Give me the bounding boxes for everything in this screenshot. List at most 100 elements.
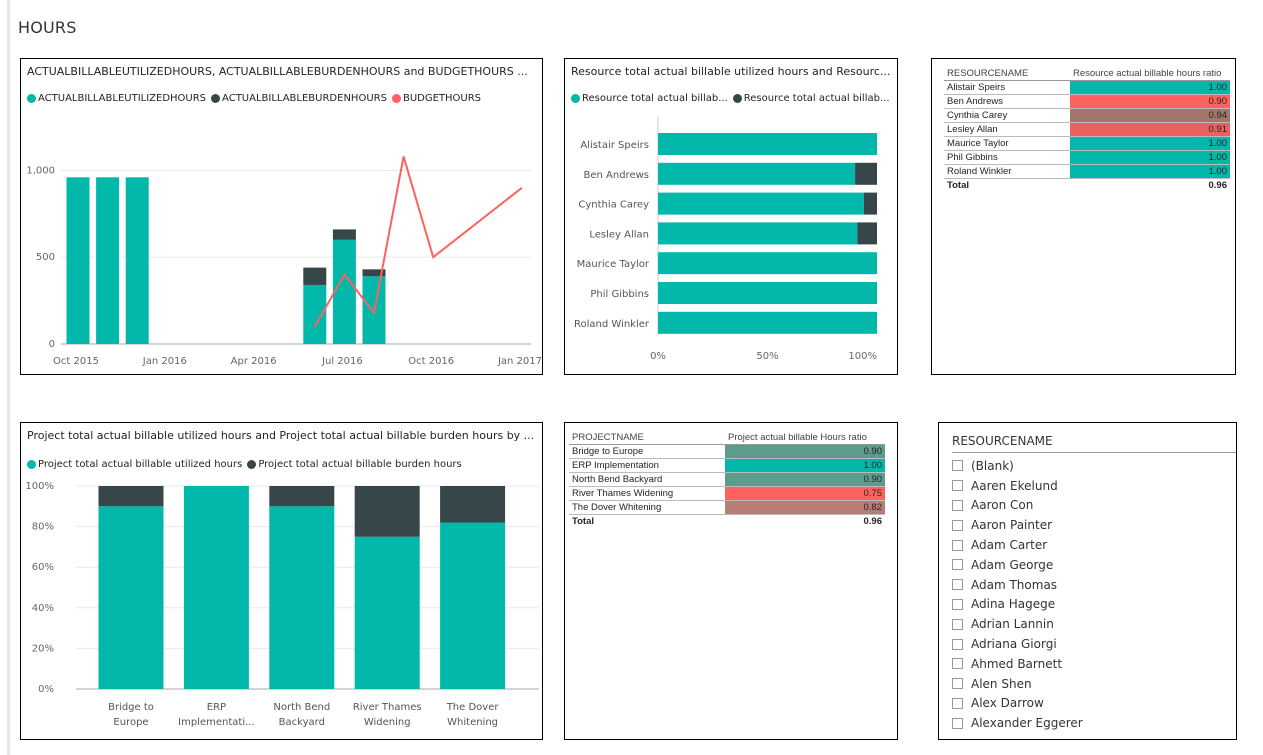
bar-utilized bbox=[658, 192, 864, 215]
slicer-item-label: Aaren Ekelund bbox=[971, 478, 1058, 493]
slicer-item[interactable]: Alex Darrow bbox=[952, 694, 1083, 714]
x-tick-label: 0% bbox=[650, 351, 666, 362]
checkbox-icon[interactable] bbox=[952, 480, 963, 492]
legend-item-resource-utilized[interactable]: Resource total actual billab... bbox=[571, 93, 728, 104]
checkbox-icon[interactable] bbox=[952, 678, 963, 690]
checkbox-icon[interactable] bbox=[952, 717, 963, 729]
x-tick-label: Jul 2016 bbox=[321, 356, 363, 367]
resource-ratio-cell: 0.91 bbox=[1070, 122, 1230, 137]
slicer-item[interactable]: Adina Hagege bbox=[952, 595, 1083, 615]
checkbox-icon[interactable] bbox=[952, 618, 963, 630]
category-label-line2: Implementati... bbox=[178, 717, 254, 728]
project-table-card[interactable]: PROJECTNAME Project actual billable Hour… bbox=[564, 422, 898, 740]
checkbox-icon[interactable] bbox=[952, 539, 963, 551]
legend-item-resource-burden[interactable]: Resource total actual billab... bbox=[732, 93, 890, 104]
category-label-line2: Backyard bbox=[279, 717, 325, 728]
resource-ratio-cell: 0.94 bbox=[1070, 108, 1230, 123]
total-row: Total 0.96 bbox=[944, 179, 1230, 193]
bar-utilized bbox=[658, 162, 856, 185]
checkbox-icon[interactable] bbox=[952, 697, 963, 709]
checkbox-icon[interactable] bbox=[952, 658, 963, 670]
table-row[interactable]: Maurice Taylor 1.00 bbox=[944, 136, 1230, 151]
resource-table-body: Alistair Speirs 1.00 Ben Andrews 0.90 Cynthi… bbox=[944, 80, 1230, 193]
table-row[interactable]: Bridge to Europe 0.90 bbox=[569, 444, 885, 459]
bar-utilized bbox=[332, 239, 356, 344]
table-row[interactable]: ERP Implementation 1.00 bbox=[569, 458, 885, 473]
table-row[interactable]: Phil Gibbins 1.00 bbox=[944, 150, 1230, 165]
table-row[interactable]: Cynthia Carey 0.94 bbox=[944, 108, 1230, 123]
legend-item-burden[interactable]: ACTUALBILLABLEBURDENHOURS bbox=[211, 93, 387, 104]
y-tick-label: 0 bbox=[49, 339, 55, 350]
legend-item-utilized[interactable]: ACTUALBILLABLEUTILIZEDHOURS bbox=[27, 93, 206, 104]
slicer-item[interactable]: Aaren Ekelund bbox=[952, 476, 1083, 496]
y-tick-label: 20% bbox=[32, 643, 54, 654]
bar-burden bbox=[98, 486, 164, 507]
category-label: Cynthia Carey bbox=[578, 200, 649, 211]
table-row[interactable]: Lesley Allan 0.91 bbox=[944, 122, 1230, 137]
slicer-item[interactable]: Alexander Eggerer bbox=[952, 713, 1083, 733]
checkbox-icon[interactable] bbox=[952, 598, 963, 610]
bar-burden bbox=[354, 486, 420, 537]
slicer-item[interactable]: (Blank) bbox=[952, 456, 1083, 476]
column-header-projectname[interactable]: PROJECTNAME bbox=[569, 431, 725, 445]
slicer-item[interactable]: Adam George bbox=[952, 555, 1083, 575]
checkbox-icon[interactable] bbox=[952, 460, 963, 472]
table-row[interactable]: The Dover Whitening 0.82 bbox=[569, 500, 885, 515]
slicer-item[interactable]: Aaron Con bbox=[952, 496, 1083, 516]
slicer-item[interactable]: Ahmed Barnett bbox=[952, 654, 1083, 674]
resource-table-card[interactable]: RESOURCENAME Resource actual billable ho… bbox=[931, 58, 1236, 375]
category-label-line1: Bridge to bbox=[108, 702, 154, 713]
project-bar-card[interactable]: Project total actual billable utilized h… bbox=[20, 422, 543, 740]
resource-bar-card[interactable]: Resource total actual billable utilized … bbox=[564, 58, 898, 375]
slicer-item[interactable]: Adam Carter bbox=[952, 535, 1083, 555]
checkbox-icon[interactable] bbox=[952, 638, 963, 650]
column-header-resourcename[interactable]: RESOURCENAME bbox=[944, 67, 1070, 81]
project-bar-legend: Project total actual billable utilized h… bbox=[27, 459, 462, 470]
resource-bar-plot: Alistair Speirs Ben Andrews Cynthia Carey L… bbox=[574, 117, 877, 362]
category-label: Phil Gibbins bbox=[590, 289, 649, 300]
checkbox-icon[interactable] bbox=[952, 519, 963, 531]
project-ratio-table: PROJECTNAME Project actual billable Hour… bbox=[569, 431, 885, 529]
resource-ratio-cell: 1.00 bbox=[1070, 150, 1230, 165]
red-dot-icon bbox=[391, 94, 401, 103]
combo-chart-card[interactable]: ACTUALBILLABLEUTILIZEDHOURS, ACTUALBILLA… bbox=[20, 58, 543, 375]
resource-ratio-cell: 0.90 bbox=[1070, 94, 1230, 109]
teal-dot-icon bbox=[27, 94, 36, 103]
slicer-item[interactable]: Adriana Giorgi bbox=[952, 634, 1083, 654]
slicer-item[interactable]: Alen Shen bbox=[952, 674, 1083, 694]
project-name-cell: North Bend Backyard bbox=[569, 472, 725, 487]
bar-utilized bbox=[303, 284, 327, 344]
resource-ratio-cell: 1.00 bbox=[1070, 164, 1230, 179]
table-row[interactable]: Ben Andrews 0.90 bbox=[944, 94, 1230, 109]
legend-item-project-burden[interactable]: Project total actual billable burden hou… bbox=[247, 459, 462, 470]
table-row[interactable]: Roland Winkler 1.00 bbox=[944, 164, 1230, 179]
bar-burden bbox=[332, 229, 356, 240]
legend-item-budget[interactable]: BUDGETHOURS bbox=[391, 93, 481, 104]
project-ratio-cell: 0.75 bbox=[725, 486, 885, 501]
slicer-item[interactable]: Adrian Lannin bbox=[952, 614, 1083, 634]
checkbox-icon[interactable] bbox=[952, 559, 963, 571]
page-left-rule bbox=[7, 0, 10, 755]
column-header-resource-ratio[interactable]: Resource actual billable hours ratio bbox=[1070, 67, 1230, 81]
teal-dot-icon bbox=[27, 460, 36, 469]
x-tick-label: 50% bbox=[756, 351, 778, 362]
y-tick-label: 40% bbox=[32, 603, 54, 614]
column-header-project-ratio[interactable]: Project actual billable Hours ratio bbox=[725, 431, 885, 445]
x-tick-label: Jan 2017 bbox=[497, 356, 542, 367]
slicer-item-label: Adam Thomas bbox=[971, 577, 1058, 592]
table-row[interactable]: Alistair Speirs 1.00 bbox=[944, 80, 1230, 95]
table-row[interactable]: River Thames Widening 0.75 bbox=[569, 486, 885, 501]
project-name-cell: ERP Implementation bbox=[569, 458, 725, 473]
checkbox-icon[interactable] bbox=[952, 499, 963, 511]
legend-item-project-utilized[interactable]: Project total actual billable utilized h… bbox=[27, 459, 242, 470]
project-name-cell: Bridge to Europe bbox=[569, 444, 725, 459]
checkbox-icon[interactable] bbox=[952, 579, 963, 591]
resource-ratio-cell: 1.00 bbox=[1070, 136, 1230, 151]
project-name-cell: River Thames Widening bbox=[569, 486, 725, 501]
slicer-item[interactable]: Adam Thomas bbox=[952, 575, 1083, 595]
table-row[interactable]: North Bend Backyard 0.90 bbox=[569, 472, 885, 487]
bar-utilized bbox=[183, 486, 249, 689]
slicer-item[interactable]: Aaron Painter bbox=[952, 515, 1083, 535]
bar-utilized bbox=[125, 177, 149, 344]
resource-slicer-card[interactable]: RESOURCENAME (Blank) Aaren Ekelund Aaron C… bbox=[938, 422, 1237, 740]
